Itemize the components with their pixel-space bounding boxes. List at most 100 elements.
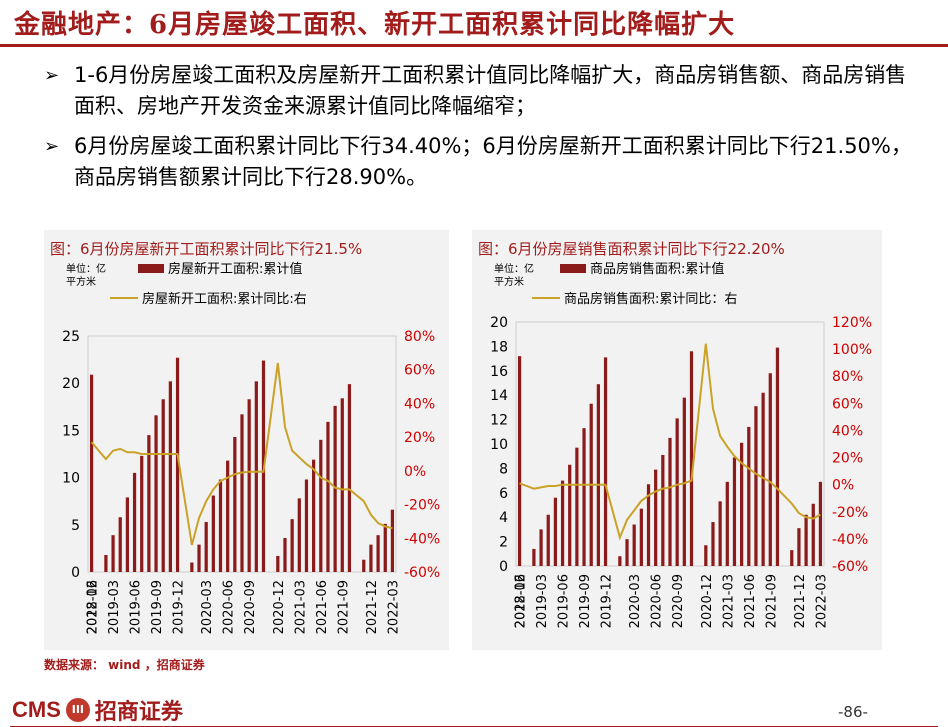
bullet-text: 6月份房屋竣工面积累计同比下行34.40%；6月份房屋新开工面积累计同比下行21… bbox=[74, 134, 912, 189]
bar bbox=[682, 397, 686, 566]
bullet-item: ➢ 1-6月份房屋竣工面积及房屋新开工面积累计值同比降幅扩大，商品房销售额、商品… bbox=[44, 60, 924, 122]
bar bbox=[646, 484, 651, 566]
x-axis-tick: 2020-03 bbox=[628, 574, 643, 628]
x-axis-tick: 2018-12 bbox=[86, 580, 101, 634]
right-axis-tick: 20% bbox=[404, 430, 435, 446]
bar bbox=[211, 495, 215, 572]
bar bbox=[517, 356, 522, 566]
bar bbox=[560, 480, 565, 566]
x-axis-tick: 2019-03 bbox=[535, 574, 550, 628]
bar bbox=[376, 535, 380, 572]
bar bbox=[254, 381, 258, 572]
bar bbox=[568, 464, 572, 566]
title-rule bbox=[0, 44, 948, 47]
bar bbox=[168, 381, 172, 572]
data-source: 数据来源： wind ，招商证券 bbox=[44, 658, 205, 672]
bar bbox=[390, 509, 395, 572]
bar bbox=[304, 479, 309, 572]
bar bbox=[804, 514, 808, 566]
x-axis-tick: 2020-12 bbox=[272, 580, 287, 634]
bar bbox=[582, 428, 586, 566]
bar bbox=[596, 384, 600, 566]
left-axis-tick: 20 bbox=[490, 315, 508, 331]
bar bbox=[668, 437, 672, 566]
left-axis-tick: 0 bbox=[71, 565, 80, 581]
bar bbox=[711, 522, 715, 566]
bar bbox=[625, 539, 629, 566]
legend-label: 房屋新开工面积:累计值 bbox=[168, 261, 302, 277]
bar bbox=[154, 415, 158, 572]
bar bbox=[218, 479, 223, 572]
x-axis-tick: 2021-03 bbox=[293, 580, 308, 634]
bar bbox=[639, 508, 643, 566]
right-axis-tick: 120% bbox=[832, 315, 872, 331]
bar bbox=[383, 523, 387, 572]
bar bbox=[347, 384, 352, 572]
right-axis-tick: 80% bbox=[832, 369, 863, 385]
left-axis-tick: 16 bbox=[490, 364, 508, 380]
chart-new-construction: 图：6月份房屋新开工面积累计同比下行21.5%单位：亿平方米房屋新开工面积:累计… bbox=[50, 240, 440, 634]
bar bbox=[661, 454, 665, 566]
bar bbox=[240, 414, 244, 572]
series-line bbox=[519, 343, 821, 541]
left-axis-tick: 6 bbox=[499, 486, 508, 502]
bar bbox=[797, 528, 801, 566]
right-axis-tick: -60% bbox=[404, 565, 440, 581]
bar bbox=[175, 357, 180, 572]
x-axis-tick: 2020-06 bbox=[650, 574, 665, 628]
bar bbox=[104, 555, 108, 572]
bar bbox=[312, 459, 316, 572]
right-axis-tick: 40% bbox=[404, 396, 435, 412]
bar bbox=[140, 455, 144, 572]
x-axis-tick: 2021-09 bbox=[764, 574, 779, 628]
right-axis-tick: -20% bbox=[832, 505, 868, 521]
legend-label: 房屋新开工面积:累计同比:右 bbox=[142, 291, 307, 307]
bar bbox=[197, 544, 201, 572]
bar bbox=[89, 374, 94, 572]
bar bbox=[290, 519, 294, 572]
bar bbox=[111, 535, 115, 572]
x-axis-tick: 2021-06 bbox=[315, 580, 330, 634]
bar bbox=[147, 435, 151, 572]
arrow-bullet-icon: ➢ bbox=[44, 136, 60, 157]
unit-label: 单位：亿 bbox=[494, 262, 534, 275]
bullet-text: 1-6月份房屋竣工面积及房屋新开工面积累计值同比降幅扩大，商品房销售额、商品房销… bbox=[74, 63, 907, 118]
left-axis-tick: 25 bbox=[62, 329, 80, 345]
bar bbox=[725, 481, 729, 566]
bar bbox=[768, 373, 772, 566]
chart-title: 图：6月份房屋销售面积累计同比下行22.20% bbox=[478, 240, 785, 258]
bar bbox=[226, 460, 230, 572]
arrow-bullet-icon: ➢ bbox=[44, 65, 60, 86]
x-axis-tick: 2021-06 bbox=[743, 574, 758, 628]
bar bbox=[125, 497, 130, 572]
right-axis-tick: 60% bbox=[404, 363, 435, 379]
bar bbox=[790, 550, 794, 566]
company-logo: CMS III 招商证券 bbox=[12, 696, 183, 725]
chart-panel-sales-area: 图：6月份房屋销售面积累计同比下行22.20% 单位：亿 平方米 商品房销售面积:累计… bbox=[472, 230, 882, 650]
bullet-list: ➢ 1-6月份房屋竣工面积及房屋新开工面积累计值同比降幅扩大，商品房销售额、商品… bbox=[44, 60, 924, 202]
bar bbox=[818, 481, 823, 566]
page-title: 金融地产：6月房屋竣工面积、新开工面积累计同比降幅扩大 bbox=[14, 10, 736, 40]
bar bbox=[319, 439, 323, 572]
left-axis-tick: 10 bbox=[490, 437, 508, 453]
right-axis-tick: 0% bbox=[832, 478, 854, 494]
left-axis-tick: 5 bbox=[71, 518, 80, 534]
x-axis-tick: 2019-12 bbox=[600, 574, 615, 628]
legend-label: 商品房销售面积:累计值 bbox=[590, 261, 724, 277]
unit-label: 平方米 bbox=[66, 275, 96, 288]
x-axis-tick: 2022-03 bbox=[814, 574, 829, 628]
unit-label: 平方米 bbox=[494, 275, 524, 288]
bar bbox=[704, 545, 708, 566]
bar bbox=[532, 548, 536, 566]
bar bbox=[283, 538, 287, 572]
x-axis-tick: 2020-03 bbox=[200, 580, 215, 634]
x-axis-tick: 2022-06 bbox=[86, 580, 101, 634]
right-axis-tick: 100% bbox=[832, 342, 872, 358]
page-number: -86- bbox=[838, 703, 868, 721]
bar bbox=[161, 399, 165, 572]
right-axis-tick: -40% bbox=[404, 531, 440, 547]
chart-panel-new-construction: 图：6月份房屋新开工面积累计同比下行21.5% 单位：亿 平方米 房屋新开工面积:累计… bbox=[44, 230, 449, 650]
bar bbox=[118, 517, 122, 572]
unit-label: 单位：亿 bbox=[66, 262, 106, 275]
